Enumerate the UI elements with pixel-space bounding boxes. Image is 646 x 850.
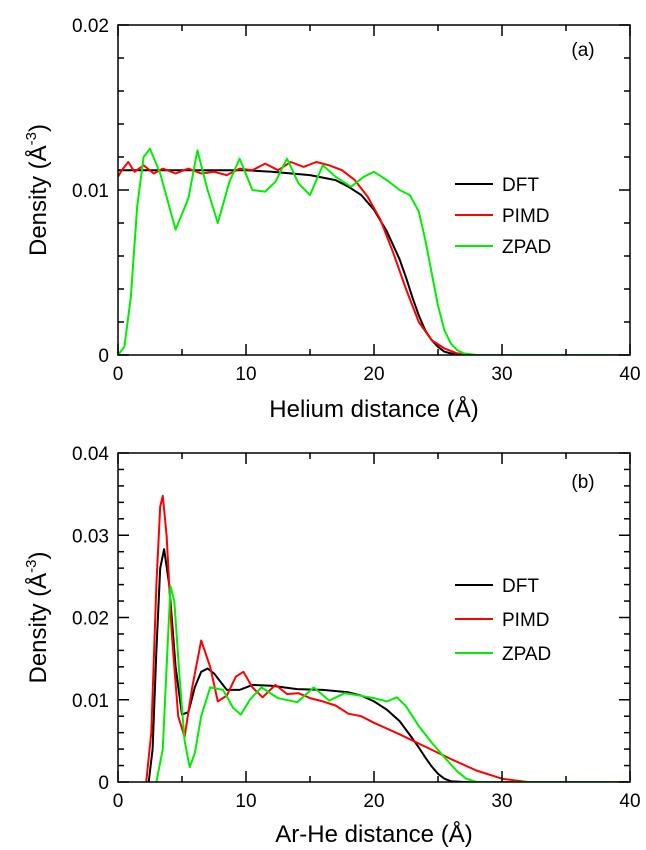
panel-a-x-axis-title: Helium distance (Å) <box>269 395 478 423</box>
panel-b-x-tick-label: 10 <box>235 791 256 812</box>
panel-a-y-axis-title: Density (Å-3) <box>23 124 52 256</box>
panel-a-legend-label-zpad: ZPAD <box>502 237 551 258</box>
panel-b-series-line-zpad <box>155 585 630 782</box>
panel-a-x-tick-label: 0 <box>113 364 124 385</box>
panel-b-label: (b) <box>571 472 594 493</box>
panel-b: 0 10 20 30 40 0 0.01 0.02 0.03 0.04 Ar-He distance… <box>23 444 641 848</box>
panel-a-series-group <box>118 147 630 355</box>
panel-a-x-tick-label: 40 <box>619 364 640 385</box>
panel-a-y-tick-label: 0.02 <box>72 16 109 37</box>
panel-a-x-tick-label: 30 <box>491 364 512 385</box>
panel-b-legend: DFT PIMD ZPAD <box>455 576 551 665</box>
panel-a-series-line-dft <box>118 169 630 355</box>
panel-b-y-axis-title-close: ) <box>25 551 52 559</box>
panel-a: 0 10 20 30 40 0 0.01 0.02 Helium distance (Å) Den… <box>23 16 641 423</box>
panel-a-y-axis-title-close: ) <box>25 124 52 132</box>
panel-b-legend-label-zpad: ZPAD <box>502 644 551 665</box>
panel-b-y-tick-label: 0.03 <box>72 526 109 547</box>
panel-b-series-group <box>145 494 630 782</box>
panel-b-legend-label-dft: DFT <box>502 576 539 597</box>
panel-b-legend-label-pimd: PIMD <box>502 610 550 631</box>
panel-b-y-axis-title-main: Density (Å <box>24 573 52 684</box>
panel-b-x-tick-label: 0 <box>113 791 124 812</box>
panel-a-legend: DFT PIMD ZPAD <box>455 175 551 258</box>
panel-a-x-tick-label: 20 <box>363 364 384 385</box>
panel-b-x-tick-label: 40 <box>619 791 640 812</box>
panel-b-y-axis-title-exponent: -3 <box>23 559 40 572</box>
panel-b-x-tick-label: 20 <box>363 791 384 812</box>
panel-a-y-tick-label: 0 <box>98 346 109 367</box>
panel-b-x-axis-title: Ar-He distance (Å) <box>275 820 472 848</box>
panel-a-label: (a) <box>571 40 594 61</box>
panel-b-y-axis-title: Density (Å-3) <box>23 551 52 683</box>
panel-a-legend-label-pimd: PIMD <box>502 206 550 227</box>
panel-a-x-tick-label: 10 <box>235 364 256 385</box>
panel-a-y-tick-label: 0.01 <box>72 181 109 202</box>
panel-b-series-line-pimd <box>145 494 630 782</box>
panel-a-y-axis-title-main: Density (Å <box>24 145 52 256</box>
panel-b-y-tick-label: 0.04 <box>72 444 109 465</box>
panel-b-y-tick-label: 0.01 <box>72 691 109 712</box>
panel-a-series-line-pimd <box>118 161 630 355</box>
panel-a-plot-frame <box>117 24 631 356</box>
panel-a-y-axis-title-exponent: -3 <box>23 132 40 145</box>
panel-a-legend-label-dft: DFT <box>502 175 539 196</box>
panel-b-series-line-dft <box>147 548 630 782</box>
panel-b-y-tick-label: 0 <box>98 773 109 794</box>
panel-a-series-line-zpad <box>118 147 630 355</box>
panel-b-plot-frame <box>117 452 631 783</box>
panel-b-y-tick-label: 0.02 <box>72 609 109 630</box>
panel-b-x-tick-label: 30 <box>491 791 512 812</box>
